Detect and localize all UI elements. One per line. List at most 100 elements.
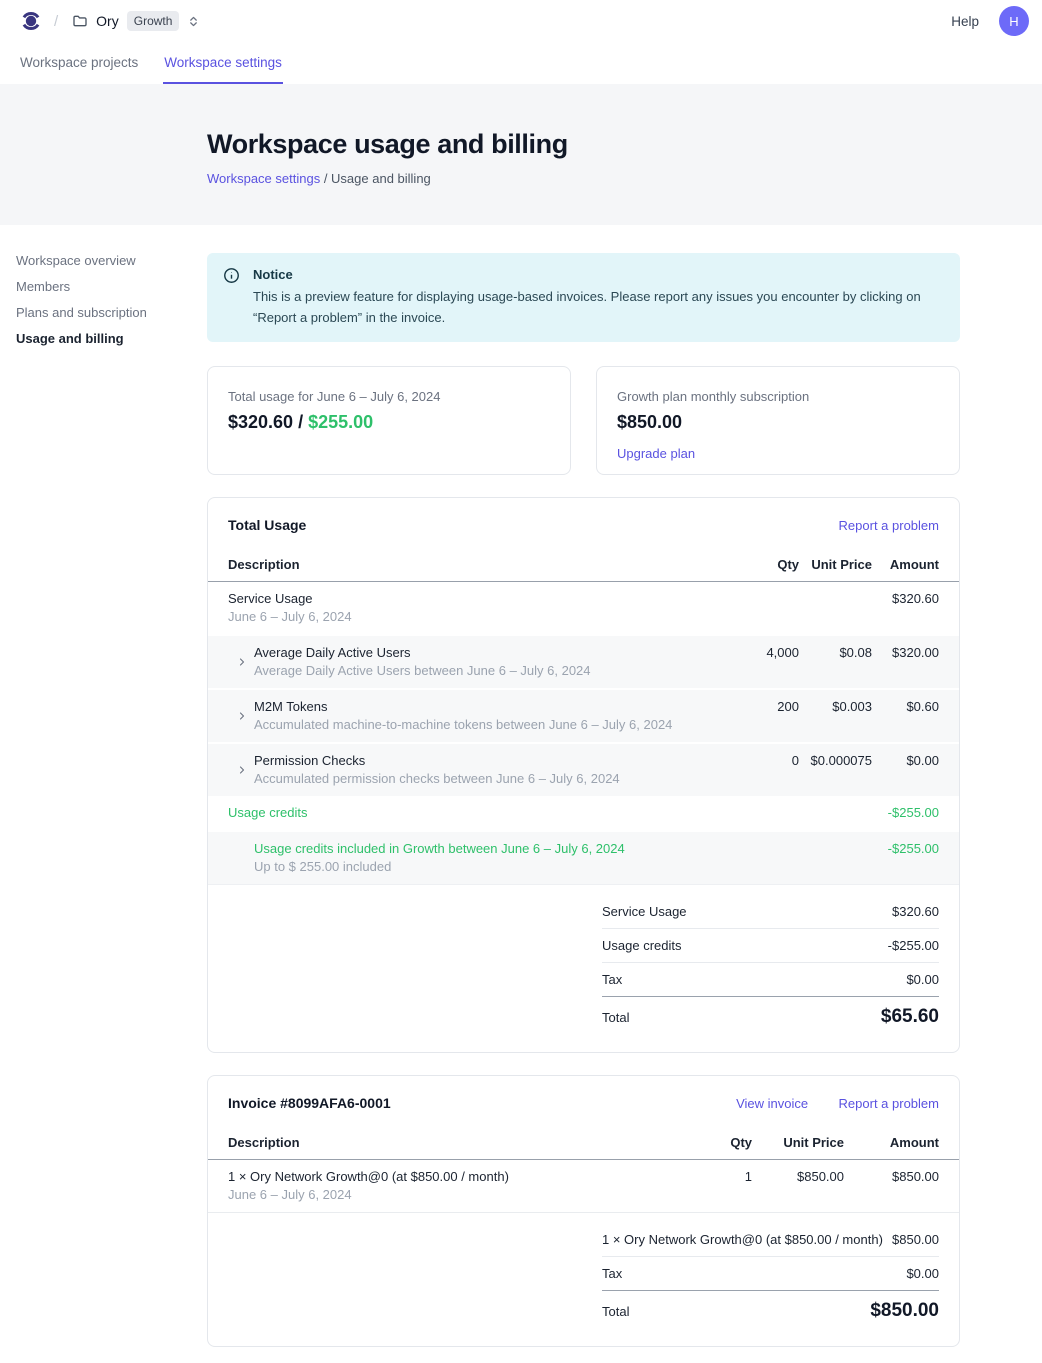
usage-amount: $320.60 (228, 412, 293, 432)
expand-row-icon[interactable] (236, 710, 248, 722)
breadcrumb-separator: / (54, 13, 58, 30)
avatar-initial: H (1009, 14, 1018, 29)
invoice-panel-title: Invoice #8099AFA6-0001 (228, 1095, 391, 1111)
row-subtitle: Accumulated machine-to-machine tokens be… (254, 716, 719, 734)
topbar-right: Help H (951, 6, 1029, 36)
summary-row-total: Total $850.00 (602, 1291, 939, 1326)
invoice-table-header: Description Qty Unit Price Amount (208, 1135, 959, 1160)
row-amount: $0.60 (872, 698, 939, 716)
help-link[interactable]: Help (951, 14, 979, 29)
sidebar-item-workspace-overview[interactable]: Workspace overview (16, 253, 207, 269)
plan-card-price: $850.00 (617, 412, 939, 433)
row-amount: -$255.00 (872, 840, 939, 858)
summary-value: $0.00 (906, 1266, 939, 1281)
usage-summary: Service Usage $320.60 Usage credits -$25… (602, 895, 939, 1032)
notice-title: Notice (253, 266, 925, 283)
breadcrumb-separator: / (320, 171, 331, 186)
folder-icon (72, 13, 88, 29)
row-qty: 4,000 (729, 644, 799, 662)
column-qty: Qty (682, 1135, 752, 1150)
tab-workspace-settings[interactable]: Workspace settings (163, 42, 283, 84)
row-subtitle: June 6 – July 6, 2024 (228, 1186, 672, 1204)
column-qty: Qty (729, 557, 799, 572)
report-problem-link[interactable]: Report a problem (839, 518, 939, 533)
billing-summary-cards: Total usage for June 6 – July 6, 2024 $3… (207, 366, 960, 475)
row-unit-price: $0.003 (799, 698, 872, 716)
invoice-summary: 1 × Ory Network Growth@0 (at $850.00 / m… (602, 1223, 939, 1326)
row-subtitle: Up to $ 255.00 included (254, 858, 719, 876)
tab-workspace-projects[interactable]: Workspace projects (19, 42, 139, 84)
usage-row-usage-credits: Usage credits -$255.00 (208, 796, 959, 830)
workspace-switcher[interactable]: Ory Growth (72, 11, 200, 31)
upgrade-plan-link[interactable]: Upgrade plan (617, 446, 695, 461)
sidebar-item-plans-and-subscription[interactable]: Plans and subscription (16, 305, 207, 321)
workspace-name: Ory (96, 13, 119, 29)
expand-row-icon[interactable] (236, 656, 248, 668)
settings-sidebar: Workspace overview Members Plans and sub… (0, 225, 207, 1363)
column-description: Description (228, 1135, 682, 1150)
breadcrumb-current: Usage and billing (331, 171, 431, 186)
total-value: $65.60 (881, 1006, 939, 1028)
total-usage-card: Total usage for June 6 – July 6, 2024 $3… (207, 366, 571, 475)
column-unit-price: Unit Price (752, 1135, 844, 1150)
total-usage-card-label: Total usage for June 6 – July 6, 2024 (228, 389, 550, 405)
row-amount: $850.00 (844, 1168, 939, 1186)
summary-row-tax: Tax $0.00 (602, 1257, 939, 1291)
row-qty: 0 (729, 752, 799, 770)
notice-text: Notice This is a preview feature for dis… (253, 266, 925, 328)
sidebar-item-usage-and-billing[interactable]: Usage and billing (16, 331, 207, 347)
row-amount: -$255.00 (872, 804, 939, 822)
expand-row-icon[interactable] (236, 764, 248, 776)
page-title: Workspace usage and billing (207, 129, 1042, 160)
sidebar-item-members[interactable]: Members (16, 279, 207, 295)
row-unit-price: $0.000075 (799, 752, 872, 770)
column-amount: Amount (844, 1135, 939, 1150)
plan-card-label: Growth plan monthly subscription (617, 389, 939, 405)
preview-notice-banner: Notice This is a preview feature for dis… (207, 253, 960, 342)
invoice-row-growth-plan: 1 × Ory Network Growth@0 (at $850.00 / m… (208, 1160, 959, 1213)
invoice-table: Description Qty Unit Price Amount 1 × Or… (208, 1135, 959, 1213)
invoice-panel-links: View invoice Report a problem (710, 1095, 939, 1113)
row-qty: 200 (729, 698, 799, 716)
row-qty: 1 (682, 1168, 752, 1186)
total-value: $850.00 (870, 1300, 939, 1322)
summary-label: Usage credits (602, 938, 681, 953)
breadcrumb-link-workspace-settings[interactable]: Workspace settings (207, 171, 320, 186)
usage-credit-amount: $255.00 (308, 412, 373, 432)
info-icon (223, 267, 240, 328)
plan-badge: Growth (127, 11, 180, 31)
usage-row-usage-credits-included: Usage credits included in Growth between… (208, 830, 959, 885)
column-description: Description (228, 557, 729, 572)
row-title: Average Daily Active Users (254, 644, 719, 662)
summary-row-service-usage: Service Usage $320.60 (602, 895, 939, 929)
column-amount: Amount (872, 557, 939, 572)
top-navigation-bar: / Ory Growth Help H (0, 0, 1042, 42)
summary-label: Service Usage (602, 904, 687, 919)
content-area: Workspace overview Members Plans and sub… (0, 225, 1042, 1363)
row-subtitle: Accumulated permission checks between Ju… (254, 770, 719, 788)
view-invoice-link[interactable]: View invoice (736, 1096, 808, 1111)
user-avatar[interactable]: H (999, 6, 1029, 36)
summary-row-total: Total $65.60 (602, 997, 939, 1032)
row-amount: $320.00 (872, 644, 939, 662)
total-label: Total (602, 1304, 629, 1319)
notice-body: This is a preview feature for displaying… (253, 286, 925, 328)
summary-value: -$255.00 (888, 938, 939, 953)
report-problem-link[interactable]: Report a problem (839, 1096, 939, 1111)
row-title: M2M Tokens (254, 698, 719, 716)
total-label: Total (602, 1010, 629, 1025)
row-title: Service Usage (228, 590, 719, 608)
usage-row-service-usage: Service Usage June 6 – July 6, 2024 $320… (208, 582, 959, 634)
ory-logo-icon (20, 10, 42, 32)
usage-panel-title: Total Usage (228, 517, 306, 533)
usage-separator: / (293, 412, 308, 432)
summary-label: 1 × Ory Network Growth@0 (at $850.00 / m… (602, 1232, 883, 1247)
usage-panel-header: Total Usage Report a problem (208, 517, 959, 535)
main-column: Notice This is a preview feature for dis… (207, 225, 960, 1363)
row-unit-price: $0.08 (799, 644, 872, 662)
row-title: Permission Checks (254, 752, 719, 770)
summary-label: Tax (602, 1266, 622, 1281)
page-header: Workspace usage and billing Workspace se… (0, 84, 1042, 225)
ory-logo[interactable] (20, 10, 42, 32)
usage-panel-links: Report a problem (813, 517, 939, 535)
